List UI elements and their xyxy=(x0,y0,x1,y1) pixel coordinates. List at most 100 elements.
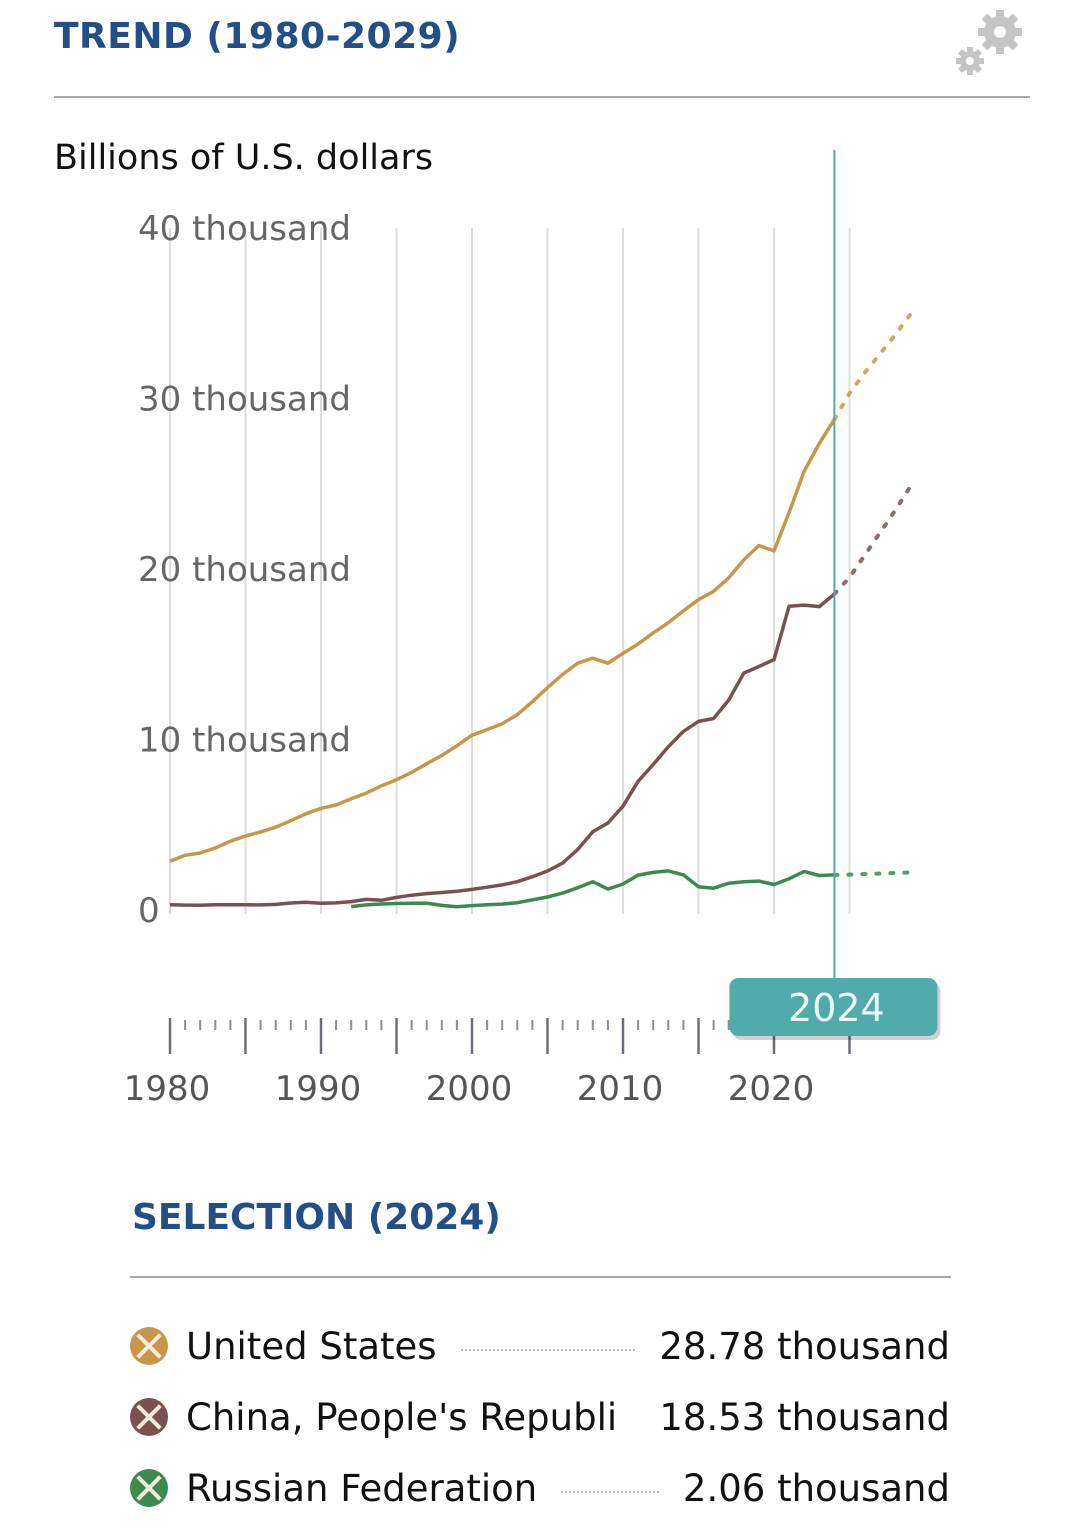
data-point xyxy=(904,309,916,321)
y-tick-label: 40 thousand xyxy=(138,209,351,249)
data-point xyxy=(179,899,191,911)
data-point xyxy=(617,800,629,812)
data-point xyxy=(647,627,659,639)
data-point xyxy=(738,667,750,679)
data-point xyxy=(859,549,871,561)
trend-chart[interactable]: 0 10 thousand 20 thousand 30 thousand 40 tho… xyxy=(0,140,1079,1140)
data-point xyxy=(602,883,614,895)
data-point xyxy=(406,766,418,778)
data-point xyxy=(360,899,372,911)
data-point xyxy=(723,694,735,706)
data-point xyxy=(693,715,705,727)
data-point xyxy=(436,749,448,761)
data-point xyxy=(617,647,629,659)
data-point xyxy=(783,506,795,518)
data-point xyxy=(889,867,901,879)
remove-icon[interactable] xyxy=(130,1398,168,1436)
x-tick-label: 1980 xyxy=(124,1069,211,1109)
data-point xyxy=(194,899,206,911)
y-tick-label: 10 thousand xyxy=(138,721,351,761)
data-point xyxy=(421,897,433,909)
data-point xyxy=(526,894,538,906)
selected-year-label: 2024 xyxy=(788,986,885,1030)
data-point xyxy=(602,657,614,669)
data-point xyxy=(481,899,493,911)
data-point xyxy=(496,898,508,910)
gears-icon[interactable] xyxy=(950,6,1030,78)
data-point xyxy=(451,901,463,913)
data-point xyxy=(270,821,282,833)
data-point xyxy=(466,900,478,912)
data-point xyxy=(360,787,372,799)
data-point xyxy=(708,882,720,894)
data-point xyxy=(526,696,538,708)
y-axis-unit: Billions of U.S. dollars xyxy=(54,138,434,178)
data-point xyxy=(255,826,267,838)
data-point xyxy=(798,599,810,611)
data-point xyxy=(511,876,523,888)
data-point xyxy=(753,661,765,673)
data-point xyxy=(511,897,523,909)
data-point xyxy=(345,793,357,805)
data-point xyxy=(874,348,886,360)
data-point xyxy=(904,866,916,878)
data-point xyxy=(859,367,871,379)
y-tick-label: 30 thousand xyxy=(138,380,351,420)
data-point xyxy=(677,725,689,737)
data-point xyxy=(602,817,614,829)
data-point xyxy=(164,855,176,867)
y-tick-label: 20 thousand xyxy=(138,550,351,590)
data-point xyxy=(813,870,825,882)
data-point xyxy=(209,842,221,854)
selection-item-china[interactable]: China, People's Republi 18.53 thousand xyxy=(130,1392,950,1442)
data-point xyxy=(526,871,538,883)
data-point xyxy=(300,896,312,908)
selection-item-united-states[interactable]: United States 28.78 thousand xyxy=(130,1321,950,1371)
data-point xyxy=(572,657,584,669)
data-point xyxy=(617,878,629,890)
projection-line xyxy=(832,485,912,596)
data-point xyxy=(889,505,901,517)
data-point xyxy=(587,876,599,888)
remove-icon[interactable] xyxy=(130,1469,168,1507)
year-cursor-handle[interactable]: 2024 xyxy=(729,978,941,1040)
selection-item-russia[interactable]: Russian Federation 2.06 thousand xyxy=(130,1463,950,1513)
x-tick-label: 1990 xyxy=(275,1069,362,1109)
data-point xyxy=(647,759,659,771)
data-point xyxy=(315,802,327,814)
data-point xyxy=(632,638,644,650)
data-point xyxy=(723,572,735,584)
data-point xyxy=(436,886,448,898)
data-point xyxy=(542,682,554,694)
data-point xyxy=(542,891,554,903)
data-point xyxy=(753,875,765,887)
data-point xyxy=(315,897,327,909)
data-point xyxy=(330,897,342,909)
data-point xyxy=(481,724,493,736)
data-point xyxy=(330,799,342,811)
data-point xyxy=(874,527,886,539)
data-point xyxy=(572,843,584,855)
data-point xyxy=(813,437,825,449)
data-point xyxy=(844,387,856,399)
data-point xyxy=(511,709,523,721)
data-point xyxy=(164,899,176,911)
series-line xyxy=(169,592,836,907)
data-point xyxy=(496,879,508,891)
header-divider xyxy=(54,96,1030,98)
x-tick-label: 2010 xyxy=(577,1069,664,1109)
data-point xyxy=(391,898,403,910)
data-point xyxy=(240,899,252,911)
data-point xyxy=(647,866,659,878)
data-point xyxy=(406,897,418,909)
data-point xyxy=(768,879,780,891)
data-point xyxy=(285,815,297,827)
series-line xyxy=(351,869,835,909)
data-point xyxy=(889,329,901,341)
data-point xyxy=(874,868,886,880)
handle-box xyxy=(729,978,938,1036)
remove-icon[interactable] xyxy=(130,1327,168,1365)
data-point xyxy=(768,545,780,557)
data-point xyxy=(738,554,750,566)
data-point xyxy=(466,883,478,895)
